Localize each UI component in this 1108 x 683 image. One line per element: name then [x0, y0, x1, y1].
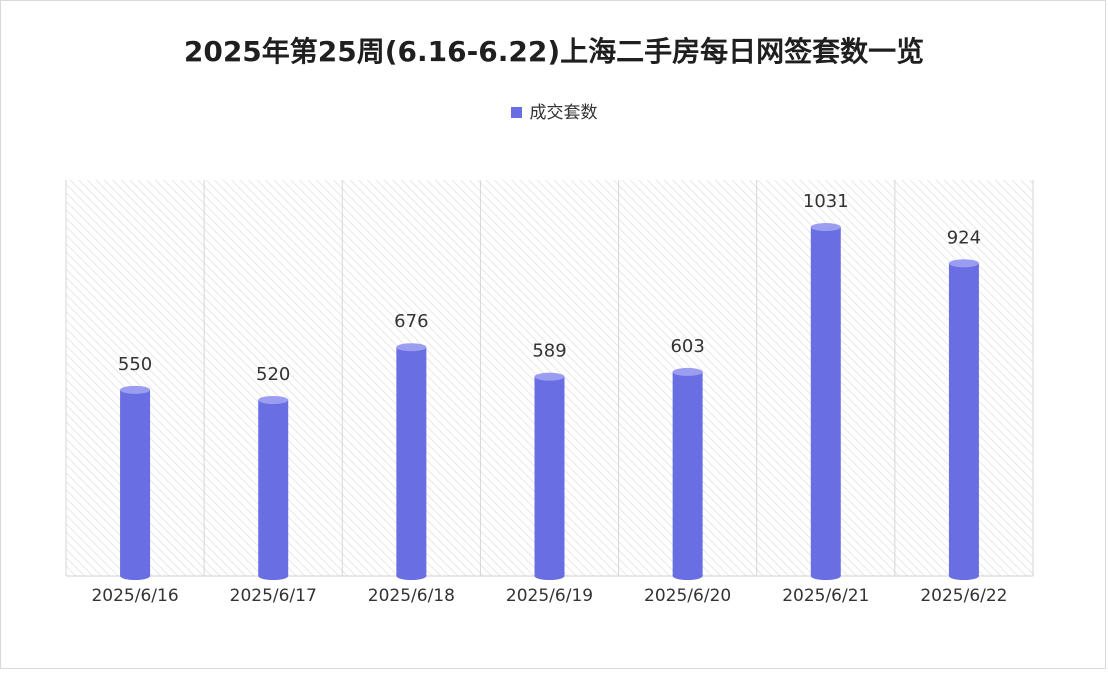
bar-body: [120, 389, 151, 576]
x-tick-label: 2025/6/17: [230, 586, 317, 606]
x-tick-label: 2025/6/18: [368, 586, 455, 606]
bar[interactable]: [396, 343, 427, 580]
bar[interactable]: [948, 259, 979, 580]
data-label: 676: [394, 311, 428, 332]
legend: 成交套数: [0, 98, 1108, 123]
bar-bottom-cap: [672, 572, 703, 580]
x-tick-label: 2025/6/16: [91, 586, 178, 606]
data-label: 924: [947, 227, 981, 248]
data-label: 603: [670, 336, 704, 357]
bar-top-cap: [534, 372, 565, 381]
bar-top-cap: [396, 343, 427, 352]
data-label: 1031: [803, 191, 849, 212]
bar-top-cap: [948, 259, 979, 268]
legend-label: 成交套数: [529, 103, 598, 123]
bar[interactable]: [810, 223, 841, 580]
bar-bottom-cap: [120, 572, 151, 580]
bar-bottom-cap: [948, 572, 979, 580]
bar-body: [810, 227, 841, 577]
bar[interactable]: [672, 367, 703, 580]
x-tick-label: 2025/6/21: [782, 586, 869, 606]
bar-body: [534, 376, 565, 576]
bar-top-cap: [672, 367, 703, 376]
data-label: 550: [118, 354, 152, 375]
bar-body: [948, 263, 979, 576]
bar-bottom-cap: [810, 572, 841, 580]
bar-top-cap: [258, 396, 289, 404]
chart-title: 2025年第25周(6.16-6.22)上海二手房每日网签套数一览: [183, 35, 925, 68]
data-label: 520: [256, 364, 290, 385]
bar[interactable]: [534, 372, 565, 580]
data-label: 589: [532, 341, 566, 362]
x-tick-label: 2025/6/19: [506, 586, 593, 606]
bar-top-cap: [810, 223, 841, 232]
legend-swatch: [510, 107, 522, 118]
bar-body: [396, 347, 427, 576]
bar-bottom-cap: [534, 572, 565, 580]
bar[interactable]: [120, 385, 151, 580]
bar-body: [258, 400, 289, 576]
x-tick-label: 2025/6/22: [920, 586, 1007, 606]
x-tick-label: 2025/6/20: [644, 586, 731, 606]
bar-top-cap: [120, 385, 151, 394]
bar-body: [672, 371, 703, 576]
bar-bottom-cap: [396, 572, 427, 580]
bar[interactable]: [258, 396, 289, 580]
bar-bottom-cap: [258, 572, 289, 580]
